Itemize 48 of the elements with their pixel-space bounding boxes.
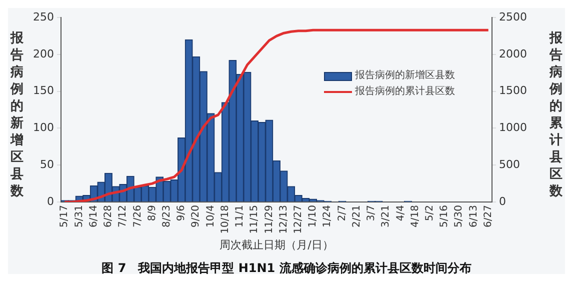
text: 图 7 我国内地报告甲型 H1N1 流感确诊病例的累计县区数时间分布 <box>100 260 472 277</box>
x-tick-label: 11/1 <box>234 204 246 228</box>
y-tick-label: 250 <box>32 10 54 24</box>
y-tick-label: 200 <box>32 47 54 60</box>
x-tick-label: 5/30 <box>454 204 465 228</box>
x-axis-title: 周次截止日期（月/日） <box>220 238 334 252</box>
x-tick-label: 6/28 <box>103 204 114 228</box>
x-tick-label: 5/17 <box>59 204 70 228</box>
x-tick-label: 12/27 <box>293 204 304 234</box>
x-tick-label: 3/7 <box>366 204 378 222</box>
x-tick-label: 2/7 <box>336 204 348 222</box>
x-tick-label: 7/12 <box>118 204 129 228</box>
x-tick-label: 8/9 <box>146 204 158 222</box>
y2-tick-label: 1000 <box>499 121 528 134</box>
x-tick-label: 5/16 <box>439 204 450 228</box>
y-tick-label: 0 <box>46 194 54 208</box>
x-tick-label: 1/24 <box>322 204 334 228</box>
y2-tick-label: 2500 <box>499 10 528 24</box>
legend-label: 报告病例的累计县区数 <box>355 84 455 99</box>
x-tick-label: 3/21 <box>380 204 392 228</box>
y2-tick-label: 1500 <box>499 84 528 98</box>
y-tick-label: 150 <box>32 84 54 98</box>
x-tick-label: 10/4 <box>205 204 216 228</box>
x-tick-label: 7/26 <box>132 204 144 228</box>
x-tick-label: 11/15 <box>249 204 260 234</box>
x-tick-label: 1/10 <box>308 204 319 228</box>
text: 报告病例的新增区县数 <box>10 31 24 199</box>
y2-tick-label: 0 <box>499 194 506 208</box>
x-tick-label: 9/6 <box>176 204 188 222</box>
x-tick-label: 10/18 <box>220 204 231 234</box>
y2-tick-label: 500 <box>499 158 520 171</box>
x-tick-label: 9/20 <box>190 204 202 228</box>
x-tick-label: 5/31 <box>74 204 85 228</box>
y-tick-label: 50 <box>40 158 54 171</box>
x-tick-label: 5/2 <box>424 204 436 222</box>
legend-label: 报告病例的新增区县数 <box>355 68 455 83</box>
x-tick-label: 2/21 <box>351 204 362 228</box>
x-tick-label: 11/29 <box>264 204 275 234</box>
x-tick-label: 12/13 <box>278 204 290 234</box>
y2-tick-label: 2000 <box>499 47 528 60</box>
text: 报告病例的累计县区数 <box>550 31 562 199</box>
x-tick-label: 4/18 <box>410 204 421 228</box>
x-tick-label: 6/14 <box>88 204 100 228</box>
x-tick-label: 8/23 <box>162 204 173 228</box>
x-tick-label: 4/4 <box>395 204 406 222</box>
x-tick-label: 6/27 <box>482 204 494 228</box>
x-tick-label: 6/13 <box>468 204 480 228</box>
y-tick-label: 100 <box>32 121 54 134</box>
